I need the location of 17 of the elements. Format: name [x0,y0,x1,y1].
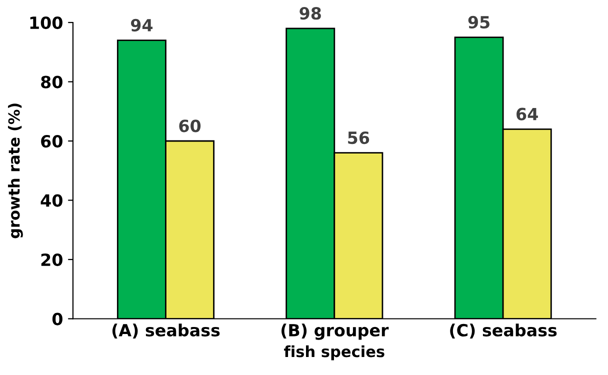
data-label: 56 [348,131,370,144]
y-tick-label: 0 [52,312,62,326]
y-tick-label: 100 [30,16,62,30]
data-label: 98 [300,7,321,20]
data-label: 94 [130,18,153,32]
data-label: 95 [468,16,490,29]
y-tick-label: 60 [41,134,62,148]
x-tick-label: (A) seabass [112,324,220,338]
y-tick-label: 80 [41,76,62,88]
x-tick-label: (C) seabass [450,324,557,338]
x-tick-label: (B) grouper [282,324,389,340]
data-label: 64 [516,108,538,120]
y-tick-label: 20 [41,253,62,266]
y-tick-label: 40 [40,194,62,207]
data-label: 60 [179,120,201,132]
x-axis-title: fish species [284,345,384,360]
y-axis-title: growth rate (%) [8,104,23,238]
